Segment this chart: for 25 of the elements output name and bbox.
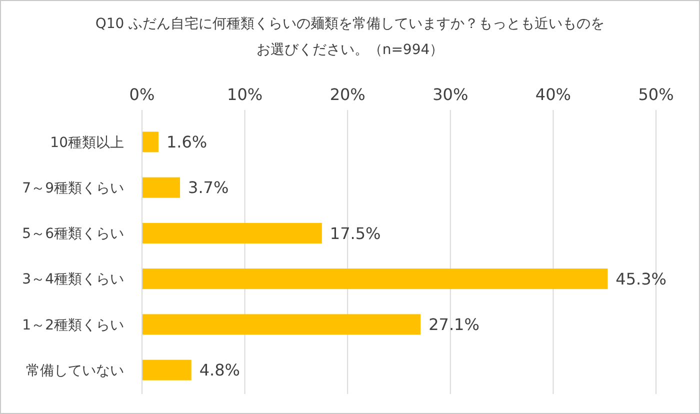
x-tick-label: 50% xyxy=(638,85,674,104)
x-tick-label: 20% xyxy=(330,85,366,104)
y-tick-label: 5～6種類くらい xyxy=(22,226,124,242)
y-tick-label: 10種類以上 xyxy=(50,134,124,151)
data-label: 27.1% xyxy=(428,315,480,334)
bar xyxy=(142,268,608,290)
data-label: 45.3% xyxy=(616,269,667,288)
y-tick-label: 3～4種類くらい xyxy=(22,272,124,288)
y-tick-label: 1～2種類くらい xyxy=(22,317,124,334)
data-label: 17.5% xyxy=(330,224,381,243)
x-tick-label: 0% xyxy=(129,85,155,104)
bar xyxy=(142,360,192,380)
bar xyxy=(142,177,180,198)
x-tick-label: 40% xyxy=(535,85,571,104)
data-label: 3.7% xyxy=(188,178,229,198)
chart-title: Q10 ふだん自宅に何種類くらいの麺類を常備していますか？もっとも近いものをお選びください。（n=994） xyxy=(95,16,605,58)
bar xyxy=(142,314,421,335)
bar xyxy=(142,222,322,244)
data-label: 4.8% xyxy=(199,360,240,380)
y-tick-label: 常備していない xyxy=(26,362,124,379)
bar xyxy=(142,132,158,152)
y-tick-label: 7～9種類くらい xyxy=(22,180,124,196)
data-label: 1.6% xyxy=(166,132,208,152)
x-tick-label: 10% xyxy=(227,85,263,104)
x-tick-label: 30% xyxy=(432,85,468,104)
